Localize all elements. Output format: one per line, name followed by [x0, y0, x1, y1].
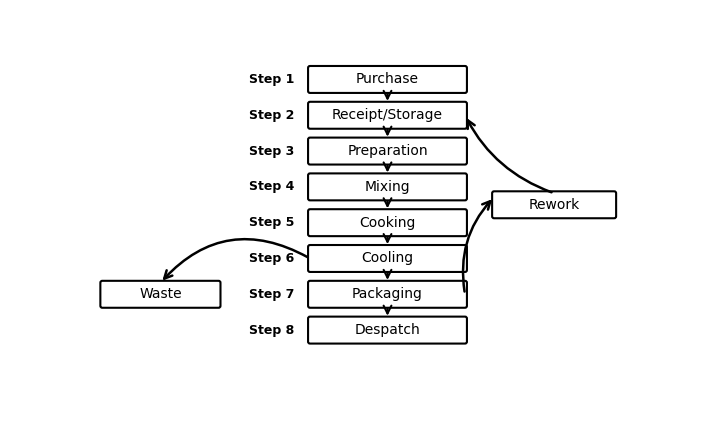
Text: Preparation: Preparation	[347, 144, 428, 158]
FancyBboxPatch shape	[308, 102, 467, 129]
Text: Step 5: Step 5	[249, 216, 294, 229]
FancyBboxPatch shape	[308, 317, 467, 344]
Text: Purchase: Purchase	[356, 72, 419, 87]
Text: Step 7: Step 7	[249, 288, 294, 301]
Text: Step 8: Step 8	[250, 324, 294, 337]
Text: Step 6: Step 6	[250, 252, 294, 265]
Text: Step 2: Step 2	[249, 109, 294, 122]
FancyBboxPatch shape	[308, 66, 467, 93]
Text: Cooling: Cooling	[361, 251, 414, 266]
Text: Cooking: Cooking	[359, 216, 416, 230]
FancyBboxPatch shape	[308, 138, 467, 165]
Text: Waste: Waste	[139, 287, 182, 301]
FancyBboxPatch shape	[492, 191, 616, 218]
Text: Receipt/Storage: Receipt/Storage	[332, 108, 443, 122]
Text: Step 1: Step 1	[249, 73, 294, 86]
Text: Packaging: Packaging	[352, 287, 423, 301]
Text: Step 4: Step 4	[249, 180, 294, 194]
FancyBboxPatch shape	[101, 281, 220, 308]
FancyBboxPatch shape	[308, 209, 467, 236]
FancyBboxPatch shape	[308, 281, 467, 308]
Text: Step 3: Step 3	[250, 145, 294, 158]
Text: Despatch: Despatch	[354, 323, 421, 337]
FancyBboxPatch shape	[308, 245, 467, 272]
Text: Rework: Rework	[528, 198, 580, 212]
Text: Mixing: Mixing	[364, 180, 410, 194]
FancyBboxPatch shape	[308, 174, 467, 200]
